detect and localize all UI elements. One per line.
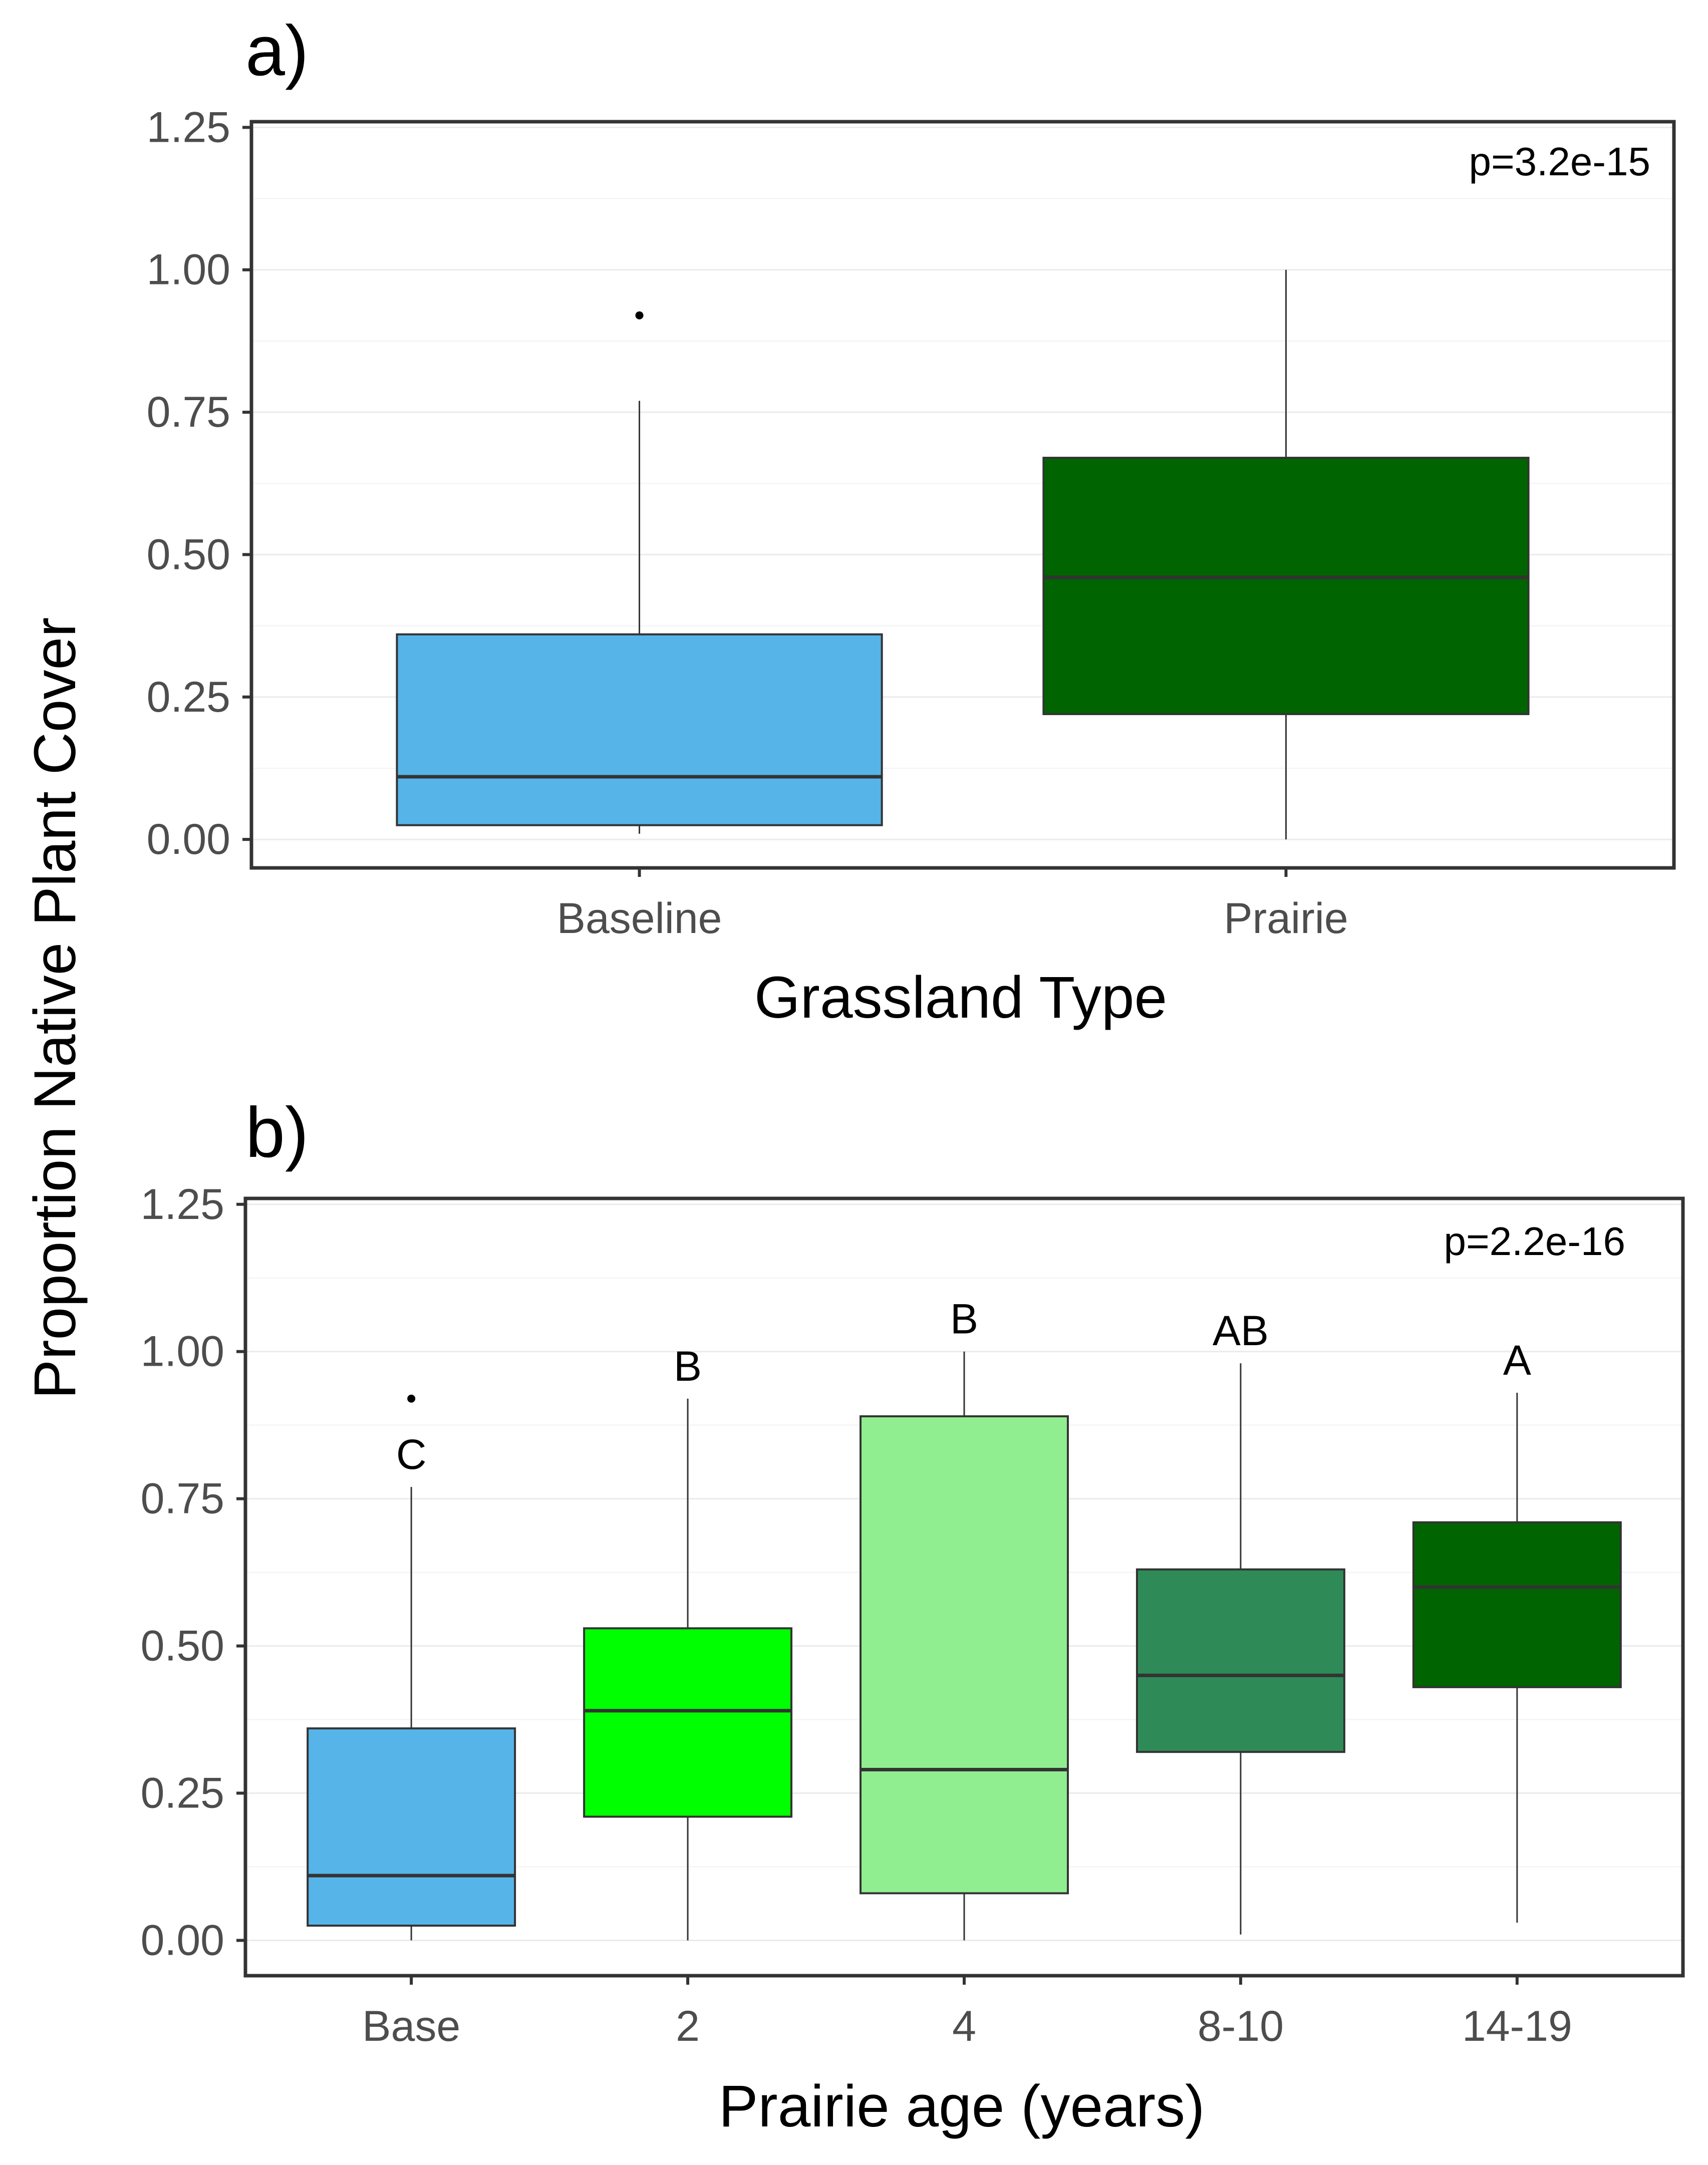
- x-tick-label: 8-10: [1198, 2002, 1284, 2050]
- x-tick-label: 2: [676, 2002, 700, 2050]
- significance-letter: AB: [1213, 1307, 1269, 1354]
- box-iqr: [583, 1627, 793, 1818]
- y-tick-label: 1.00: [141, 1328, 224, 1376]
- panel-a-x-axis: Baseline Prairie: [557, 868, 1348, 943]
- panel-a: a) 0.00 0.25 0.50 0.75 1.00 1.25 Baseline Prai…: [147, 11, 1676, 1031]
- y-tick-label: 1.25: [147, 103, 230, 151]
- panel-a-x-axis-title: Grassland Type: [754, 965, 1167, 1031]
- significance-letter: C: [396, 1431, 427, 1478]
- y-tick-label: 0.25: [147, 673, 230, 721]
- box-8-10: AB: [1135, 1307, 1345, 1935]
- box-iqr: [307, 1727, 516, 1927]
- panel-b-p-value: p=2.2e-16: [1444, 1219, 1625, 1264]
- box-Base: C: [307, 1394, 516, 1941]
- panel-b-x-axis-title: Prairie age (years): [719, 2073, 1205, 2139]
- significance-letter: B: [950, 1296, 978, 1343]
- panel-a-boxes: [396, 269, 1530, 840]
- y-tick-label: 0.75: [147, 388, 230, 436]
- x-tick-label: 14-19: [1462, 2002, 1572, 2050]
- y-tick-label: 1.00: [147, 246, 230, 294]
- y-tick-label: 0.00: [147, 815, 230, 863]
- panel-b-label: b): [245, 1093, 309, 1172]
- panel-a-gridlines: [251, 126, 1674, 840]
- box-iqr: [1135, 1568, 1345, 1753]
- x-tick-label: Base: [362, 2002, 460, 2050]
- panel-a-frame: [249, 120, 1676, 870]
- box-iqr: [860, 1415, 1069, 1895]
- outlier-point: [635, 311, 644, 320]
- panel-b: b) C B B AB A 0.00 0.25 0.50 0.75 1.00 1.25 Base 2…: [141, 1093, 1685, 2139]
- box-Baseline: [396, 311, 883, 834]
- box-14-19: A: [1412, 1337, 1622, 1923]
- outlier-point: [407, 1394, 416, 1403]
- box-iqr: [1042, 457, 1530, 715]
- box-Prairie: [1042, 269, 1530, 840]
- panel-b-x-axis: Base 2 4 8-10 14-19: [362, 1976, 1572, 2050]
- x-tick-label: 4: [952, 2002, 976, 2050]
- box-iqr: [1412, 1521, 1622, 1688]
- significance-letter: B: [674, 1343, 702, 1390]
- y-tick-label: 1.25: [141, 1180, 224, 1228]
- panel-a-y-axis: 0.00 0.25 0.50 0.75 1.00 1.25: [147, 103, 251, 863]
- y-axis-title: Proportion Native Plant Cover: [22, 617, 88, 1399]
- panel-b-y-axis: 0.00 0.25 0.50 0.75 1.00 1.25: [141, 1180, 245, 1964]
- y-tick-label: 0.50: [147, 530, 230, 578]
- panel-b-boxes: C B B AB A: [307, 1296, 1622, 1941]
- y-tick-label: 0.50: [141, 1622, 224, 1670]
- y-tick-label: 0.75: [141, 1475, 224, 1523]
- y-tick-label: 0.25: [141, 1769, 224, 1817]
- panel-a-label: a): [245, 11, 309, 91]
- x-tick-label: Prairie: [1224, 894, 1348, 943]
- box-2: B: [583, 1343, 793, 1941]
- x-tick-label: Baseline: [557, 894, 722, 943]
- box-4: B: [860, 1296, 1069, 1941]
- panel-a-p-value: p=3.2e-15: [1469, 139, 1650, 184]
- y-tick-label: 0.00: [141, 1916, 224, 1964]
- box-iqr: [396, 633, 883, 826]
- significance-letter: A: [1503, 1337, 1531, 1384]
